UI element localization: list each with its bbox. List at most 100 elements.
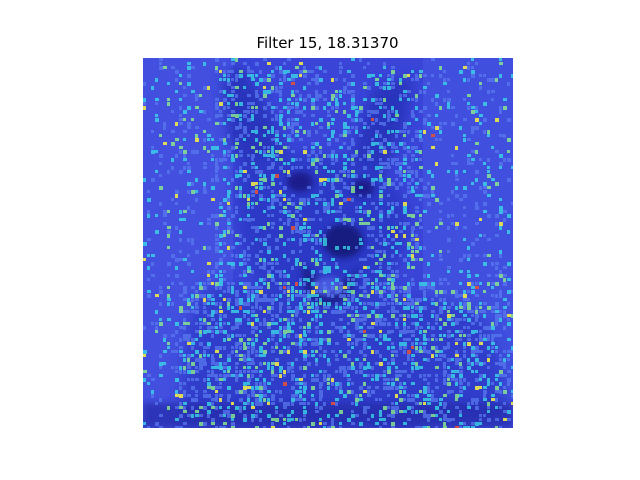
activation-pixel	[335, 158, 338, 162]
activation-pixel	[259, 322, 262, 326]
activation-pixel	[355, 210, 359, 213]
activation-pixel	[267, 90, 271, 94]
activation-pixel	[219, 302, 222, 306]
activation-pixel	[219, 102, 223, 106]
activation-pixel	[271, 378, 274, 381]
activation-pixel	[159, 162, 162, 165]
activation-pixel	[419, 402, 422, 405]
activation-pixel	[295, 310, 299, 314]
activation-pixel	[263, 398, 266, 402]
activation-pixel	[343, 126, 347, 129]
activation-pixel	[391, 302, 394, 305]
activation-pixel	[259, 70, 262, 74]
activation-pixel	[419, 258, 423, 261]
activation-pixel	[259, 142, 262, 146]
activation-pixel	[219, 426, 223, 428]
activation-pixel	[483, 414, 486, 417]
activation-pixel	[367, 110, 371, 113]
activation-pixel	[359, 366, 362, 369]
activation-pixel	[379, 194, 383, 198]
activation-pixel	[239, 118, 242, 121]
activation-pixel	[311, 302, 314, 306]
activation-pixel	[451, 418, 455, 421]
activation-pixel	[359, 394, 362, 397]
activation-pixel	[339, 90, 342, 93]
activation-pixel	[355, 310, 358, 313]
activation-pixel	[291, 126, 294, 130]
activation-pixel	[287, 330, 291, 333]
activation-pixel	[247, 294, 250, 298]
activation-pixel	[499, 358, 502, 361]
activation-pixel	[211, 302, 215, 305]
activation-pixel	[327, 170, 330, 173]
activation-pixel	[259, 170, 263, 174]
activation-pixel	[179, 258, 183, 261]
activation-pixel	[227, 202, 230, 205]
activation-pixel	[375, 422, 379, 425]
activation-pixel	[359, 258, 363, 261]
activation-pixel	[339, 282, 343, 285]
activation-pixel	[315, 330, 318, 334]
activation-pixel	[479, 122, 482, 125]
activation-pixel	[315, 338, 318, 342]
activation-pixel	[359, 158, 362, 161]
activation-pixel	[447, 266, 451, 269]
activation-pixel	[423, 402, 426, 405]
activation-pixel	[227, 222, 231, 225]
activation-pixel	[179, 346, 183, 349]
activation-pixel	[291, 318, 294, 322]
activation-pixel	[339, 306, 342, 310]
activation-pixel	[471, 110, 475, 114]
activation-pixel	[239, 70, 243, 73]
activation-pixel	[379, 122, 383, 125]
activation-pixel	[211, 370, 214, 374]
activation-pixel	[299, 294, 303, 297]
activation-pixel	[443, 402, 447, 406]
activation-pixel	[415, 182, 419, 185]
activation-pixel	[503, 374, 507, 377]
activation-pixel	[287, 110, 290, 114]
activation-pixel	[483, 290, 486, 293]
activation-pixel	[315, 194, 319, 197]
activation-pixel	[167, 234, 170, 238]
activation-pixel	[255, 230, 259, 233]
activation-pixel	[443, 366, 446, 369]
activation-pixel	[311, 70, 314, 73]
activation-pixel	[403, 342, 407, 346]
activation-pixel	[335, 398, 339, 401]
activation-pixel	[235, 326, 239, 329]
activation-pixel	[355, 174, 358, 178]
activation-pixel	[283, 194, 286, 197]
activation-pixel	[319, 258, 322, 261]
activation-pixel	[247, 354, 250, 358]
activation-pixel	[331, 106, 334, 110]
activation-pixel	[459, 378, 462, 382]
activation-pixel	[303, 298, 306, 302]
activation-pixel	[411, 282, 415, 286]
activation-pixel	[467, 366, 471, 370]
activation-pixel	[375, 322, 378, 326]
activation-pixel	[247, 66, 250, 70]
activation-pixel	[343, 110, 346, 114]
activation-pixel	[419, 306, 423, 310]
activation-pixel	[303, 222, 306, 225]
activation-pixel	[271, 154, 275, 158]
activation-pixel	[179, 294, 183, 297]
activation-pixel	[255, 62, 259, 66]
activation-pixel	[423, 210, 427, 213]
activation-pixel	[403, 422, 407, 425]
activation-pixel	[327, 290, 330, 294]
activation-pixel	[495, 318, 499, 322]
activation-pixel	[279, 398, 283, 402]
activation-pixel	[271, 322, 275, 325]
activation-pixel	[339, 390, 343, 394]
activation-pixel	[207, 394, 211, 398]
activation-pixel	[291, 342, 295, 345]
activation-pixel	[495, 310, 499, 313]
activation-pixel	[503, 266, 507, 269]
activation-pixel	[391, 210, 394, 214]
activation-pixel	[403, 306, 407, 310]
activation-pixel	[411, 186, 414, 190]
activation-pixel	[243, 366, 246, 369]
activation-pixel	[255, 290, 259, 293]
